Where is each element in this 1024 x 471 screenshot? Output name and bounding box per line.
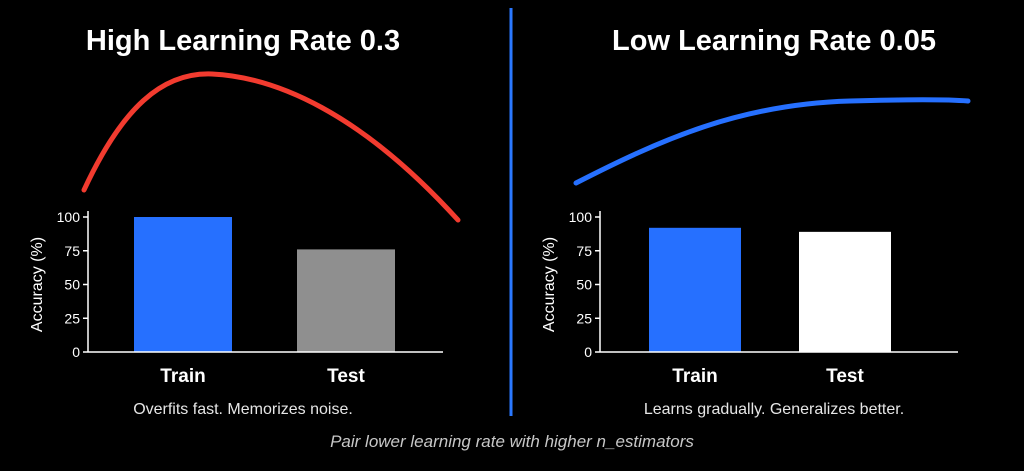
trend-curve [573,97,971,186]
bar-test [799,231,891,352]
chart-panel-2: Low Learning Rate 0.05 0 25 50 75 100 Accuracy… [541,25,971,418]
y-tick-label: 25 [64,310,80,326]
x-tick-label: Train [160,366,205,387]
bar-test [297,249,395,352]
bar-train [649,227,741,352]
y-axis-label: Accuracy (%) [29,237,46,332]
chart-title: Low Learning Rate 0.05 [612,25,936,57]
chart-caption: Overfits fast. Memorizes noise. [133,401,353,418]
bar-train [134,217,232,352]
trend-curve [81,71,461,223]
y-tick-label: 50 [64,277,80,293]
y-tick-label: 25 [576,310,592,326]
y-tick-label: 100 [569,209,593,225]
footer-note: Pair lower learning rate with higher n_e… [330,432,694,451]
y-tick-label: 0 [584,344,592,360]
x-tick-label: Test [327,366,365,387]
chart-panel-1: High Learning Rate 0.3 0 25 50 75 100 Accuracy… [29,25,461,418]
y-tick-label: 75 [64,243,80,259]
chart-caption: Learns gradually. Generalizes better. [644,401,904,418]
y-tick-label: 50 [576,277,592,293]
y-tick-label: 100 [57,209,81,225]
x-tick-label: Test [826,366,864,387]
chart-title: High Learning Rate 0.3 [86,25,400,57]
y-tick-label: 0 [72,344,80,360]
y-axis-label: Accuracy (%) [541,237,558,332]
x-tick-label: Train [672,366,717,387]
chart-layer: High Learning Rate 0.3 0 25 50 75 100 Accuracy… [29,25,971,418]
y-tick-label: 75 [576,243,592,259]
